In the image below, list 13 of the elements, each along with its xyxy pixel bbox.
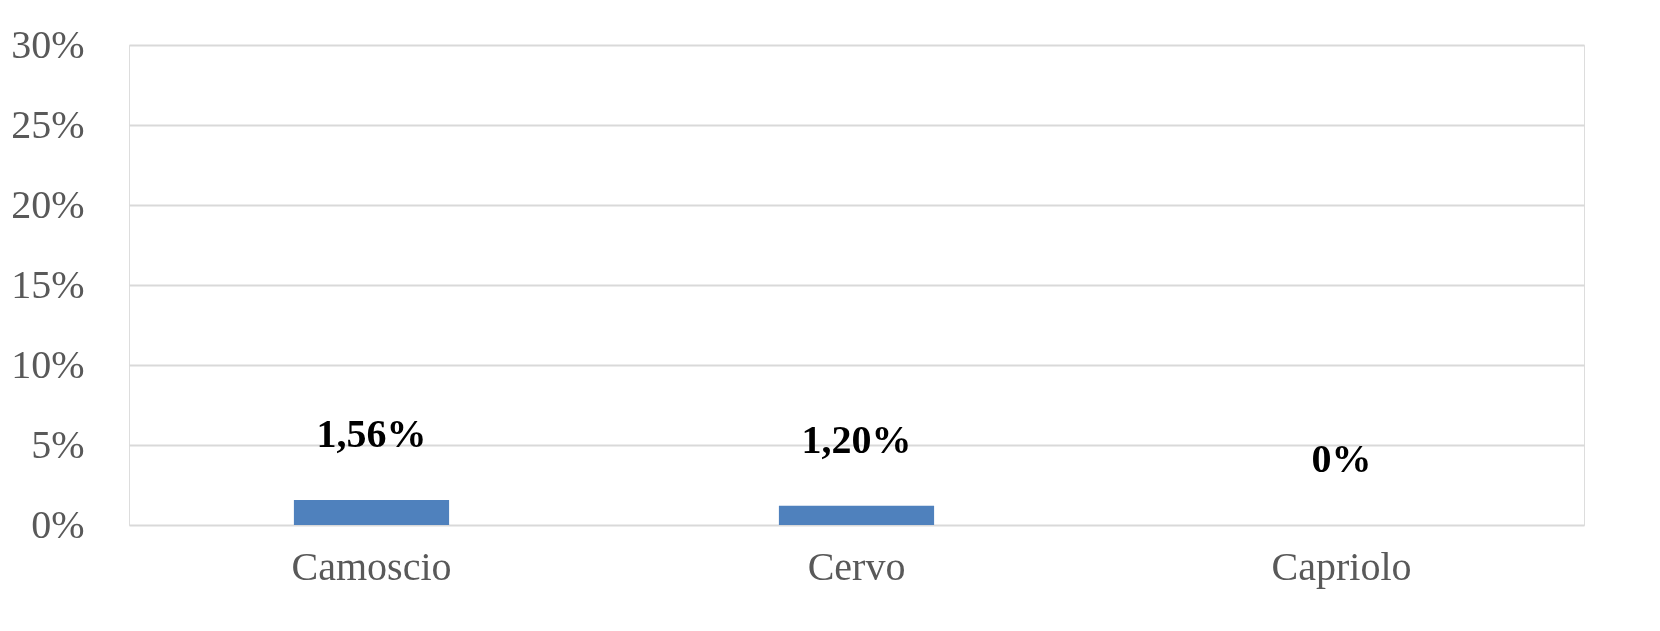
y-tick-label: 5% (31, 421, 85, 467)
y-tick-label: 30% (11, 21, 85, 67)
data-label: 1,56% (316, 411, 427, 457)
y-tick-label: 0% (31, 501, 85, 547)
x-tick-label: Capriolo (1271, 543, 1412, 589)
x-tick-label: Cervo (807, 543, 906, 589)
data-label: 0% (1311, 436, 1372, 481)
data-label: 1,20% (801, 416, 912, 462)
y-tick-label: 25% (11, 101, 85, 147)
y-tick-label: 15% (11, 261, 85, 307)
y-tick-label: 10% (11, 341, 85, 387)
y-tick-label: 20% (11, 181, 85, 227)
x-tick-label: Camoscio (291, 543, 452, 589)
